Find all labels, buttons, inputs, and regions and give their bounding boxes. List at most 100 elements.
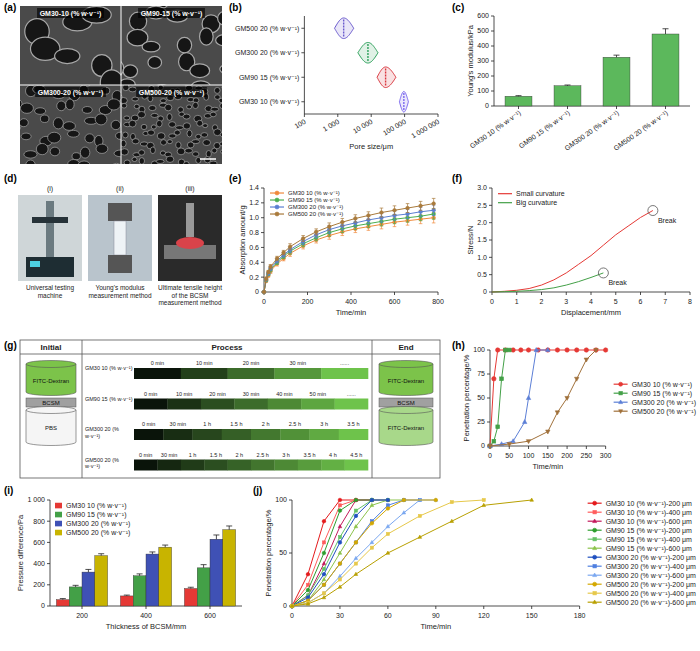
x-tick-label: 300 xyxy=(600,452,612,459)
pore xyxy=(151,113,158,117)
series-line xyxy=(292,500,484,606)
image-label: GM90-15 (% w·v⁻¹) xyxy=(141,10,203,18)
x-tick xyxy=(435,606,436,609)
plot-area xyxy=(335,18,409,112)
pore xyxy=(121,79,135,85)
cylinder-top xyxy=(26,407,76,414)
error-cap xyxy=(301,235,305,236)
marker xyxy=(354,556,358,559)
marker xyxy=(322,592,325,595)
figure: (a)GM30-10 (% w·v⁻¹)GM90-15 (% w·v⁻¹)GM3… xyxy=(0,0,700,651)
image-divider xyxy=(20,85,222,86)
row-label: GM30 10 (% w·v⁻¹) xyxy=(85,365,133,371)
x-tick xyxy=(586,446,587,449)
error-cap xyxy=(327,230,331,231)
y-axis xyxy=(50,500,51,606)
pore xyxy=(121,97,127,103)
y-tick xyxy=(489,240,492,241)
pore xyxy=(121,140,126,147)
error-bar xyxy=(213,535,219,539)
marker xyxy=(386,498,390,502)
legend: Small curvatureBig curvature xyxy=(498,190,565,207)
photo xyxy=(18,195,82,281)
pore xyxy=(183,114,190,119)
strip-cell xyxy=(335,399,369,410)
y-tick-label: 1.5 xyxy=(477,236,487,243)
marker xyxy=(507,348,511,352)
x-tick-label: 200 xyxy=(302,298,314,305)
y-tick xyxy=(47,606,50,607)
photo-background xyxy=(18,195,82,281)
time-label: 2 h xyxy=(235,452,243,458)
marker xyxy=(354,498,358,502)
marker xyxy=(262,290,266,294)
marker xyxy=(511,439,515,443)
time-label: 3.5 h xyxy=(303,452,315,458)
x-tick xyxy=(337,114,338,117)
legend-swatch xyxy=(498,202,512,203)
bar xyxy=(603,57,630,106)
time-label: 1 h xyxy=(203,421,211,427)
marker xyxy=(262,290,266,294)
time-label: 3 h xyxy=(320,421,328,427)
strip-cell xyxy=(167,399,201,410)
legend-marker xyxy=(593,528,597,532)
x-tick-label: 800 xyxy=(432,298,444,305)
y-tick-label: 500 xyxy=(477,27,489,34)
y-tick-label: 1.0 xyxy=(477,254,487,261)
pore xyxy=(203,124,208,128)
x-tick xyxy=(541,292,542,295)
error-cap xyxy=(380,222,384,223)
error-bar xyxy=(419,201,423,210)
marker xyxy=(354,217,358,221)
marker xyxy=(507,443,511,447)
legend-label: GM90 15 (% w·v⁻¹)-200 μm xyxy=(606,527,692,535)
x-tick xyxy=(339,606,340,609)
x-tick xyxy=(351,292,352,295)
y-tick-label: 800 xyxy=(33,518,45,525)
error-bar xyxy=(267,270,271,273)
series-line xyxy=(492,273,603,292)
marker xyxy=(555,348,559,352)
marker xyxy=(306,572,310,576)
pore xyxy=(167,114,172,121)
marker xyxy=(519,348,523,352)
pore xyxy=(174,130,180,135)
category-label: GM90 15 (% w·v⁻¹) xyxy=(239,74,299,82)
marker xyxy=(338,525,342,528)
x-tick xyxy=(567,446,568,449)
time-label: 30 min xyxy=(243,391,260,397)
marker xyxy=(267,270,271,274)
row-label: GM500 20 (%w·v⁻¹) xyxy=(84,457,119,470)
cylinder-top xyxy=(379,361,433,368)
marker xyxy=(322,541,325,544)
strip-cell xyxy=(163,429,193,440)
panel-line: (f)00.51.01.52.02.53.0Stress/N012345678D… xyxy=(452,173,692,317)
error-cap xyxy=(213,534,219,535)
marker xyxy=(322,596,326,599)
marker xyxy=(370,498,374,502)
x-tick-label: 180 xyxy=(574,612,586,619)
y-tick xyxy=(491,46,494,47)
marker xyxy=(482,503,486,506)
marker xyxy=(370,498,374,501)
legend-label: GM30 10 (% w·v⁻¹)-200 μm xyxy=(606,500,692,508)
legend-label: GM300 20 (% w·v⁻¹)-200 μm xyxy=(606,554,696,562)
error-cap xyxy=(226,525,232,526)
x-tick xyxy=(566,292,567,295)
x-tick xyxy=(518,106,519,109)
legend-label: GM90 15 (% w·v⁻¹) xyxy=(632,390,692,398)
marker xyxy=(504,348,508,352)
y-tick-label: 2.5 xyxy=(477,202,487,209)
x-axis-title: Time/min xyxy=(533,462,564,471)
strip-cell xyxy=(274,368,321,379)
marker xyxy=(386,525,390,528)
legend-marker xyxy=(619,410,623,414)
pore xyxy=(138,111,146,117)
x-tick xyxy=(82,606,83,609)
pore xyxy=(157,133,165,140)
marker xyxy=(546,348,550,352)
time-label: 30 min xyxy=(290,360,307,366)
marker xyxy=(282,257,286,261)
label-patch xyxy=(136,87,207,97)
